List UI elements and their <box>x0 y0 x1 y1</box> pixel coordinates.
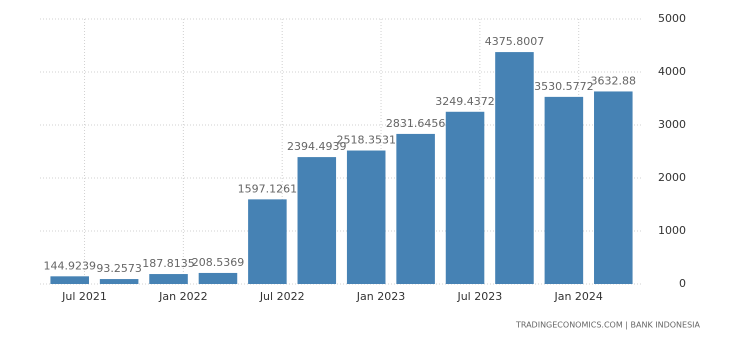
x-tick-label: Jul 2022 <box>259 290 305 303</box>
y-tick-label: 2000 <box>658 171 686 184</box>
source: TRADINGECONOMICS.COM | BANK INDONESIA <box>515 321 701 330</box>
value-label: 2518.3531 <box>336 134 396 147</box>
y-tick-label: 4000 <box>658 65 686 78</box>
bar <box>99 279 139 284</box>
value-label: 2394.4939 <box>287 140 347 153</box>
bar <box>149 274 188 284</box>
value-label: 3249.4372 <box>435 95 495 108</box>
bar <box>396 133 435 284</box>
y-tick-label: 3000 <box>658 118 686 131</box>
bar <box>544 96 584 284</box>
x-tick-label: Jul 2023 <box>456 290 502 303</box>
x-tick-label: Jul 2021 <box>61 290 107 303</box>
bar <box>594 91 633 284</box>
bar <box>445 111 485 284</box>
y-tick-label: 5000 <box>658 12 686 25</box>
bar <box>50 276 89 284</box>
value-label: 187.8135 <box>142 257 195 270</box>
y-tick-label: 1000 <box>658 224 686 237</box>
bar <box>495 52 534 284</box>
x-tick-label: Jan 2024 <box>553 290 602 303</box>
x-tick-label: Jan 2022 <box>158 290 207 303</box>
bar <box>346 150 386 284</box>
bar <box>297 157 337 284</box>
value-label: 208.5369 <box>192 256 245 269</box>
value-label: 3632.88 <box>591 74 637 87</box>
value-label: 3530.5772 <box>534 80 594 93</box>
bar <box>248 199 287 284</box>
x-tick-label: Jan 2023 <box>356 290 405 303</box>
value-label: 4375.8007 <box>485 35 545 48</box>
value-label: 2831.6456 <box>386 117 446 130</box>
bar <box>198 272 238 284</box>
value-label: 1597.1261 <box>238 182 298 195</box>
value-label: 144.9239 <box>43 259 96 272</box>
y-tick-label: 0 <box>679 277 686 290</box>
value-label: 93.2573 <box>96 262 142 275</box>
